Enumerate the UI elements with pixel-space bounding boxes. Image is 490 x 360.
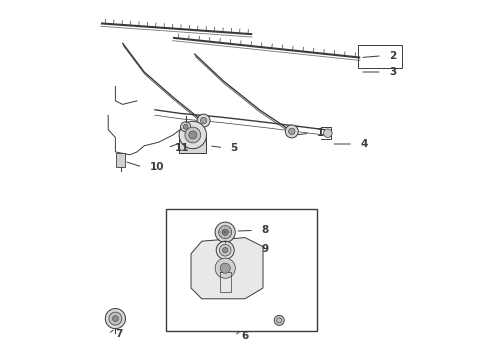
Bar	[358, 45, 402, 68]
Polygon shape	[191, 238, 263, 299]
Circle shape	[113, 316, 118, 321]
Circle shape	[274, 315, 284, 325]
Text: 9: 9	[261, 244, 269, 254]
Circle shape	[220, 244, 231, 256]
Circle shape	[220, 263, 230, 273]
Circle shape	[289, 128, 295, 135]
Circle shape	[215, 222, 235, 242]
Text: 10: 10	[149, 162, 164, 172]
Text: 8: 8	[261, 225, 269, 235]
Circle shape	[197, 114, 210, 127]
Circle shape	[215, 258, 235, 278]
Text: 11: 11	[175, 143, 189, 153]
Circle shape	[219, 226, 232, 239]
Bar	[179, 136, 206, 153]
Bar	[166, 209, 317, 331]
Text: 3: 3	[389, 67, 396, 77]
Text: 6: 6	[242, 330, 248, 341]
Text: 4: 4	[360, 139, 368, 149]
Circle shape	[216, 241, 234, 259]
Text: 1: 1	[317, 128, 324, 138]
Circle shape	[285, 125, 298, 138]
Circle shape	[109, 312, 122, 325]
Circle shape	[180, 122, 191, 132]
Circle shape	[222, 229, 228, 235]
Circle shape	[189, 131, 197, 139]
Text: 7: 7	[116, 329, 123, 339]
Circle shape	[179, 121, 206, 149]
Circle shape	[185, 127, 201, 143]
Text: 2: 2	[389, 51, 396, 61]
Bar	[116, 153, 125, 167]
Circle shape	[105, 309, 125, 329]
Circle shape	[323, 129, 332, 138]
Circle shape	[183, 124, 188, 129]
Circle shape	[222, 248, 228, 253]
Circle shape	[200, 117, 207, 124]
Text: 5: 5	[231, 143, 238, 153]
